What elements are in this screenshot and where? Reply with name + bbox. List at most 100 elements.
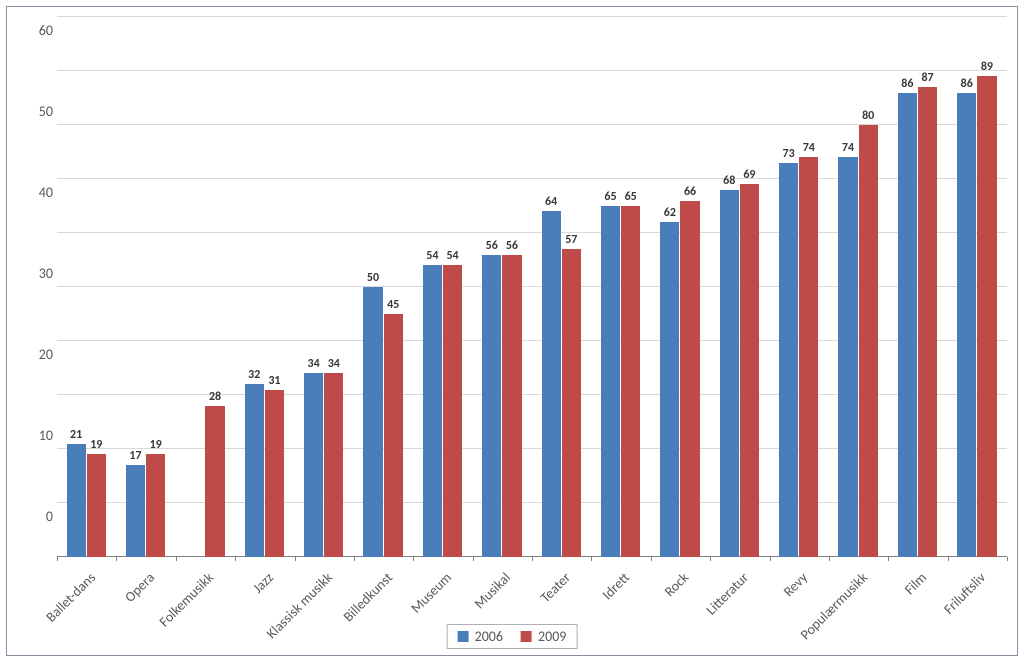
value-label: 80 [862, 109, 874, 123]
bar [898, 93, 917, 557]
x-tick [57, 557, 58, 561]
bar [740, 184, 759, 557]
x-tick [354, 557, 355, 561]
value-label: 62 [664, 206, 676, 220]
x-tick [413, 557, 414, 561]
bar [87, 454, 106, 557]
value-label: 31 [268, 374, 280, 388]
bar-group: 56 56 [473, 17, 532, 557]
value-label: 54 [426, 249, 438, 263]
bar [660, 222, 679, 557]
bar-group: 1719 [116, 17, 175, 557]
bar [621, 206, 640, 557]
value-label: 65 [625, 190, 637, 204]
legend-swatch [521, 631, 532, 642]
category-label: Idrett [599, 569, 633, 603]
bar-group: 65 65 [591, 17, 650, 557]
bar-group: 54 54 [413, 17, 472, 557]
category-label: Teater [537, 569, 574, 606]
value-label: 50 [367, 271, 379, 285]
bar [205, 406, 224, 557]
bar [957, 93, 976, 557]
bar-group: 32 31 [235, 17, 294, 557]
value-label: 54 [446, 249, 458, 263]
bar [918, 87, 937, 557]
bar [324, 373, 343, 557]
x-tick [176, 557, 177, 561]
category-label: Musikal [471, 569, 514, 612]
value-label: 21 [70, 428, 82, 442]
value-label: 86 [961, 77, 973, 91]
bar [443, 265, 462, 557]
bar [838, 157, 857, 557]
value-label: 45 [387, 298, 399, 312]
value-label: 19 [90, 438, 102, 452]
bar-group: 34 34 [295, 17, 354, 557]
bar [363, 287, 382, 557]
value-label: 74 [842, 141, 854, 155]
x-tick [532, 557, 533, 561]
category-label: Litteratur [702, 569, 751, 618]
bar-group: 8689 [948, 17, 1007, 557]
bar-group: 64 57 [532, 17, 591, 557]
category-label: Film [901, 569, 930, 598]
y-tick-label: 100 [13, 0, 53, 336]
category-label: Rock [661, 569, 692, 600]
x-tick [888, 557, 889, 561]
bar [245, 384, 264, 557]
bar [601, 206, 620, 557]
bar [482, 255, 501, 557]
value-label: 34 [308, 357, 320, 371]
plot-area: 2119171928323134345045545456566457656562… [57, 17, 1007, 557]
bar [67, 444, 86, 557]
x-tick [116, 557, 117, 561]
bar [562, 249, 581, 557]
value-label: 28 [209, 390, 221, 404]
category-label: Billedkunst [339, 569, 395, 625]
x-tick [948, 557, 949, 561]
value-label: 64 [545, 195, 557, 209]
value-label: 56 [486, 239, 498, 253]
category-label: Opera [121, 569, 158, 606]
value-label: 57 [565, 233, 577, 247]
value-label: 68 [723, 174, 735, 188]
category-label: Museum [407, 569, 455, 617]
value-label: 86 [901, 77, 913, 91]
value-label: 32 [248, 368, 260, 382]
bar-group: 86 87 [888, 17, 947, 557]
x-tick [770, 557, 771, 561]
chart-container: 2119171928323134345045545456566457656562… [6, 6, 1018, 656]
value-label: 66 [684, 185, 696, 199]
x-tick [829, 557, 830, 561]
value-label: 19 [150, 438, 162, 452]
bar-group: 62 66 [651, 17, 710, 557]
bar [146, 454, 165, 557]
legend: 20062009 [447, 624, 578, 649]
x-tick [710, 557, 711, 561]
bar [720, 190, 739, 557]
category-label: Friluftsliv [941, 569, 990, 618]
value-label: 56 [506, 239, 518, 253]
bar-group: 74 80 [829, 17, 888, 557]
x-tick [473, 557, 474, 561]
legend-swatch [458, 631, 469, 642]
bar [859, 125, 878, 557]
value-label: 74 [803, 141, 815, 155]
value-label: 65 [604, 190, 616, 204]
category-label: Jazz [249, 569, 277, 597]
value-label: 17 [129, 449, 141, 463]
bar [265, 390, 284, 557]
value-label: 73 [783, 147, 795, 161]
category-label: Revy [780, 569, 811, 600]
bar [799, 157, 818, 557]
bar [977, 76, 996, 557]
bar [779, 163, 798, 557]
bar [384, 314, 403, 557]
bar [502, 255, 521, 557]
x-tick [295, 557, 296, 561]
bar [304, 373, 323, 557]
x-tick [591, 557, 592, 561]
value-label: 87 [921, 71, 933, 85]
value-label: 34 [328, 357, 340, 371]
bar [542, 211, 561, 557]
